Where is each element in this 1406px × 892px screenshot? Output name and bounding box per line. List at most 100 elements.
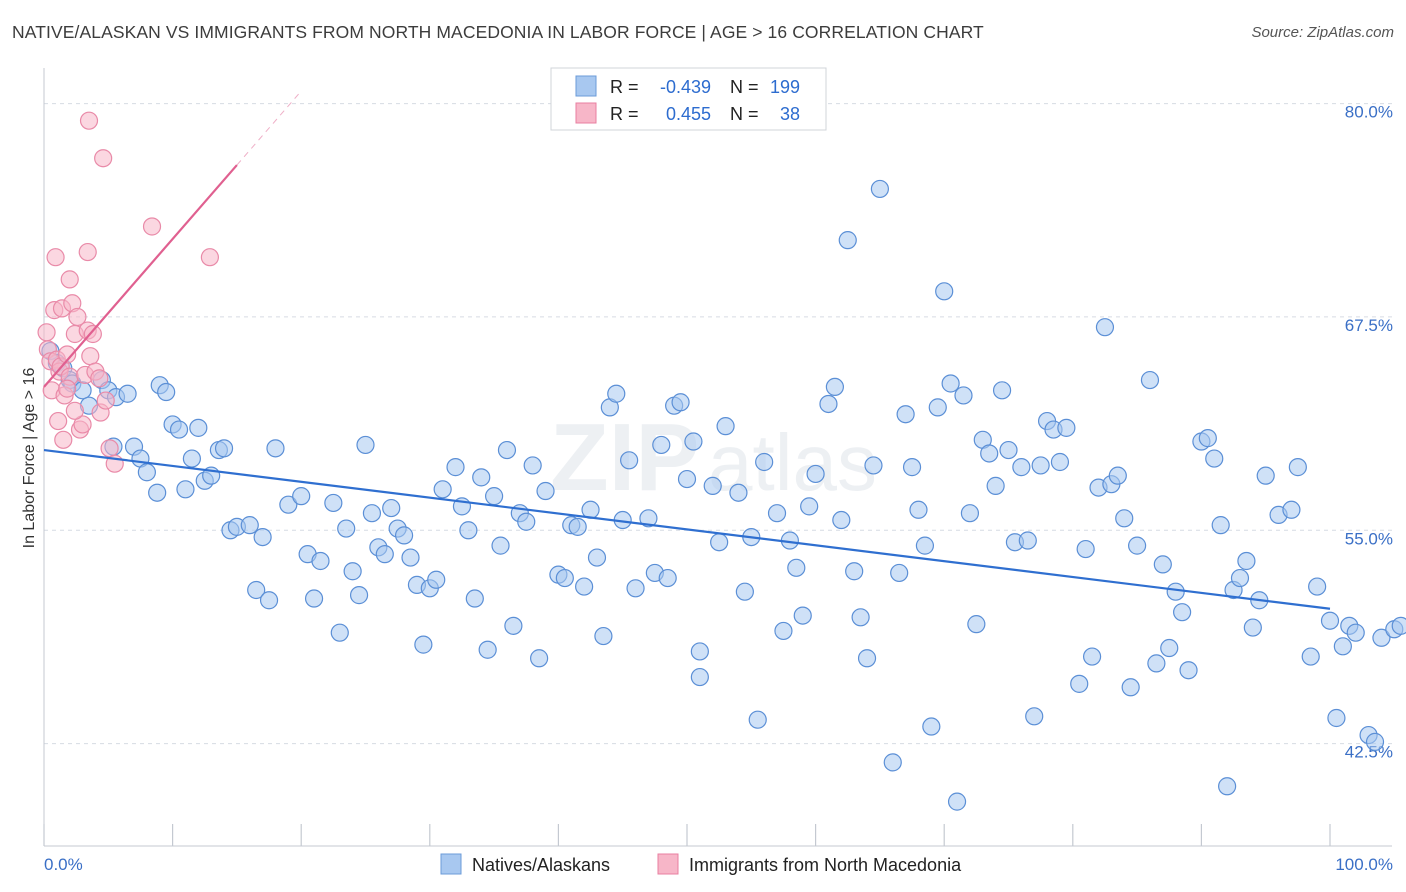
point-natives-alaskans (1018, 531, 1037, 550)
point-north-macedonia (96, 391, 115, 410)
point-natives-alaskans (902, 458, 922, 477)
point-natives-alaskans (774, 621, 793, 641)
point-north-macedonia (68, 307, 87, 327)
point-natives-alaskans (279, 495, 298, 514)
point-natives-alaskans (819, 394, 838, 414)
point-natives-alaskans (459, 521, 478, 540)
point-natives-alaskans (414, 635, 433, 654)
x-tick-label-min: 0.0% (44, 855, 83, 874)
point-natives-alaskans (427, 570, 446, 589)
point-natives-alaskans (433, 480, 452, 499)
point-natives-alaskans (382, 498, 401, 518)
point-natives-alaskans (787, 558, 806, 577)
point-natives-alaskans (825, 377, 844, 397)
axes: 0.0% 100.0% In Labor Force | Age > 16 (21, 68, 1393, 874)
point-north-macedonia (73, 415, 92, 434)
point-natives-alaskans (915, 536, 935, 555)
point-natives-alaskans (832, 510, 851, 530)
point-natives-alaskans (536, 481, 555, 501)
point-natives-alaskans (947, 792, 967, 811)
point-natives-alaskans (362, 504, 382, 523)
point-natives-alaskans (446, 458, 465, 477)
point-natives-alaskans (1230, 568, 1250, 588)
point-natives-alaskans (1160, 638, 1179, 658)
point-natives-alaskans (1173, 603, 1192, 622)
point-natives-alaskans (1076, 539, 1095, 559)
point-natives-alaskans (1218, 777, 1237, 796)
point-natives-alaskans (755, 452, 774, 472)
point-natives-alaskans (491, 536, 510, 555)
watermark: ZIP atlas (550, 404, 877, 511)
point-natives-alaskans (330, 623, 349, 642)
point-natives-alaskans (337, 519, 356, 538)
point-natives-alaskans (401, 548, 420, 567)
point-north-macedonia (100, 439, 119, 458)
y-tick-label: 67.5% (1345, 316, 1393, 335)
point-natives-alaskans (356, 435, 375, 455)
point-north-macedonia (200, 248, 219, 267)
point-natives-alaskans (555, 568, 574, 588)
point-natives-alaskans (992, 381, 1012, 400)
point-natives-alaskans (182, 449, 201, 468)
point-natives-alaskans (1205, 449, 1224, 468)
point-north-macedonia (65, 401, 84, 420)
point-natives-alaskans (626, 579, 645, 598)
point-natives-alaskans (1288, 458, 1307, 477)
point-natives-alaskans (1070, 674, 1089, 693)
point-natives-alaskans (485, 487, 504, 506)
chart-title: NATIVE/ALASKAN VS IMMIGRANTS FROM NORTH … (12, 22, 984, 42)
point-natives-alaskans (253, 527, 272, 547)
legend: R = -0.439 N = 199 R = 0.455 N = 38 (550, 67, 827, 131)
point-natives-alaskans (1127, 536, 1147, 555)
point-natives-alaskans (967, 615, 986, 634)
point-natives-alaskans (1372, 628, 1391, 647)
legend-n-label: N = (730, 77, 759, 97)
point-natives-alaskans (1115, 509, 1134, 528)
point-natives-alaskans (838, 231, 857, 250)
point-natives-alaskans (1140, 370, 1160, 390)
point-natives-alaskans (922, 717, 941, 736)
point-natives-alaskans (375, 545, 394, 564)
point-north-macedonia (94, 149, 113, 168)
point-natives-alaskans (247, 580, 266, 600)
point-natives-alaskans (472, 468, 491, 487)
point-natives-alaskans (304, 589, 324, 608)
point-natives-alaskans (1256, 466, 1275, 485)
point-natives-alaskans (157, 382, 176, 402)
point-natives-alaskans (986, 476, 1005, 495)
point-natives-alaskans (1346, 623, 1365, 642)
point-natives-alaskans (1025, 707, 1044, 726)
legend-r-label: R = (610, 77, 639, 97)
y-axis-label: In Labor Force | Age > 16 (21, 368, 38, 549)
point-natives-alaskans (349, 586, 369, 605)
point-natives-alaskans (1153, 555, 1172, 574)
point-natives-alaskans (671, 393, 690, 412)
point-north-macedonia (58, 379, 77, 398)
point-natives-alaskans (478, 640, 497, 659)
point-natives-alaskans (1031, 456, 1050, 475)
point-natives-alaskans (1057, 418, 1076, 437)
trend-line-north-macedonia (43, 164, 238, 388)
point-natives-alaskans (1391, 616, 1406, 635)
point-natives-alaskans (716, 417, 735, 436)
point-natives-alaskans (169, 420, 189, 439)
point-north-macedonia (90, 369, 109, 388)
point-natives-alaskans (935, 282, 954, 301)
point-natives-alaskans (137, 463, 156, 482)
point-north-macedonia (83, 324, 102, 344)
point-natives-alaskans (266, 439, 285, 458)
point-north-macedonia (81, 347, 100, 366)
point-natives-alaskans (639, 509, 658, 528)
point-natives-alaskans (1179, 661, 1198, 680)
point-natives-alaskans (497, 440, 517, 460)
legend-swatch (575, 102, 597, 124)
point-natives-alaskans (504, 616, 523, 635)
point-natives-alaskans (607, 384, 626, 403)
point-natives-alaskans (1327, 708, 1346, 728)
point-natives-alaskans (703, 476, 722, 495)
legend-box (550, 67, 827, 131)
point-natives-alaskans (1108, 466, 1127, 485)
point-natives-alaskans (729, 483, 748, 502)
point-natives-alaskans (658, 568, 677, 588)
legend-n-value: 38 (780, 104, 800, 124)
